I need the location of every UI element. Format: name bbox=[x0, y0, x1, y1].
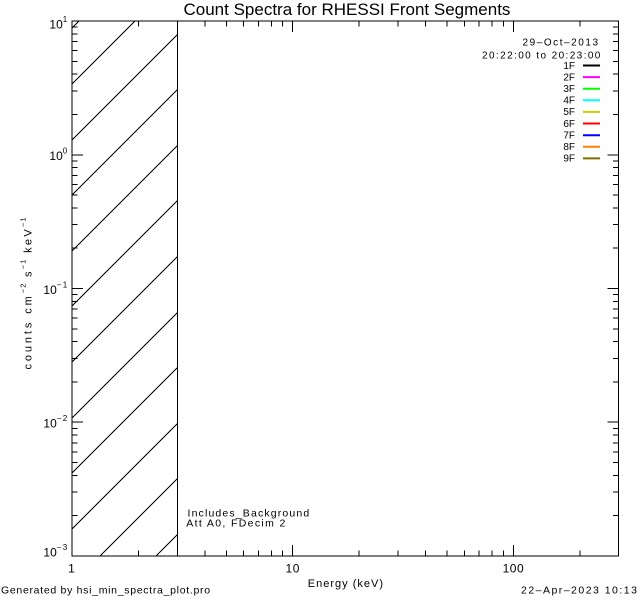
svg-text:1: 1 bbox=[68, 562, 75, 576]
svg-text:101: 101 bbox=[49, 15, 68, 31]
svg-text:Count Spectra for RHESSI Front: Count Spectra for RHESSI Front Segments bbox=[184, 0, 511, 19]
svg-text:3F: 3F bbox=[563, 84, 575, 95]
svg-text:Att A0, FDecim 2: Att A0, FDecim 2 bbox=[186, 518, 286, 530]
svg-text:1F: 1F bbox=[563, 61, 575, 72]
svg-text:29–Oct–2013: 29–Oct–2013 bbox=[523, 38, 600, 49]
svg-text:10: 10 bbox=[286, 562, 300, 576]
svg-text:7F: 7F bbox=[563, 131, 575, 142]
svg-text:100: 100 bbox=[49, 147, 68, 163]
svg-text:6F: 6F bbox=[563, 119, 575, 130]
svg-text:Generated by hsi_min_spectra_p: Generated by hsi_min_spectra_plot.pro bbox=[1, 585, 211, 597]
svg-text:22–Apr–2023 10:13: 22–Apr–2023 10:13 bbox=[521, 585, 638, 597]
svg-text:100: 100 bbox=[503, 562, 525, 576]
svg-text:20:22:00 to 20:23:00: 20:22:00 to 20:23:00 bbox=[482, 50, 602, 61]
svg-text:8F: 8F bbox=[563, 142, 575, 153]
svg-text:counts cm−2 s−1 keV−1: counts cm−2 s−1 keV−1 bbox=[19, 216, 35, 369]
svg-text:2F: 2F bbox=[563, 72, 575, 83]
svg-text:Energy (keV): Energy (keV) bbox=[308, 578, 384, 590]
svg-text:4F: 4F bbox=[563, 96, 575, 107]
svg-text:5F: 5F bbox=[563, 107, 575, 118]
svg-text:9F: 9F bbox=[563, 154, 575, 165]
svg-text:Includes_Background: Includes_Background bbox=[188, 507, 311, 519]
